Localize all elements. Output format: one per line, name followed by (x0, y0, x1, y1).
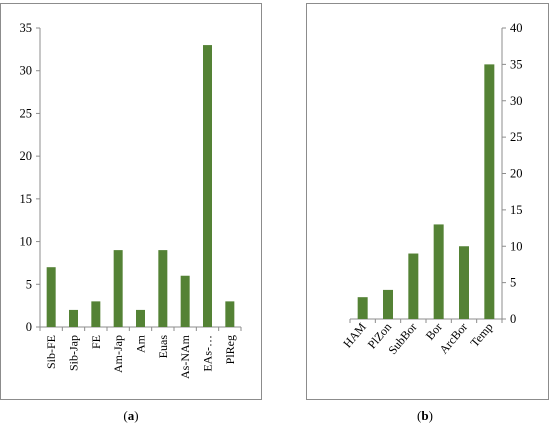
panel-a-bar-7 (203, 45, 212, 327)
panel-b-y-tick-label: 20 (510, 167, 523, 181)
panel-a-category-label-4: Am (134, 334, 148, 353)
panel-a-category-label-6: As-NAm (178, 334, 192, 379)
panel-b-bar-4 (459, 246, 469, 319)
panel-a-caption: (a) (123, 408, 138, 423)
panel-a-frame (0, 3, 262, 400)
panel-a: 0 5 10 15 20 25 30 35 Sib-FE Sib-Jap FE Am-Jap Am Eua… (0, 3, 262, 423)
panel-a-y-tick-label: 25 (20, 106, 33, 120)
panel-b-y-tick-label: 35 (510, 57, 523, 71)
panel-a-y-tick-label: 15 (20, 192, 33, 206)
panel-a-caption-letter: a (128, 408, 135, 423)
panel-b-bar-3 (433, 224, 444, 319)
panel-a-category-label-3: Am-Jap (111, 335, 125, 373)
panel-b-y-tick-label: 5 (510, 276, 516, 290)
panel-a-y-tick-label: 35 (20, 21, 33, 35)
panel-a-chart: 0 5 10 15 20 25 30 35 Sib-FE Sib-Jap FE Am-Jap Am Eua… (20, 21, 242, 379)
panel-a-category-label-5: Euas (156, 335, 170, 359)
panel-b-y-tick-label: 10 (510, 239, 523, 253)
panel-b-y-tick-label: 15 (510, 203, 523, 217)
panel-a-bar-6 (180, 275, 190, 327)
panel-a-bar-1 (69, 309, 78, 327)
panel-a-bar-4 (136, 309, 145, 327)
panel-a-bar-0 (46, 267, 56, 327)
panel-b-bar-1 (383, 289, 393, 319)
panel-a-y-tick-label: 30 (20, 64, 33, 78)
panel-a-bar-8 (225, 301, 235, 327)
panel-b-y-tick-label: 40 (510, 21, 523, 35)
panel-a-category-label-8: PlReg (223, 335, 237, 364)
panel-b-bar-2 (408, 253, 419, 319)
panel-a-y-tick-label: 5 (26, 277, 32, 291)
panel-a-y-tick-label: 10 (20, 235, 33, 249)
panel-b-y-tick-label: 0 (510, 312, 516, 326)
panel-a-bar-5 (158, 250, 168, 327)
panel-b-caption-letter: b (421, 408, 428, 423)
panel-b-bar-0 (357, 297, 368, 319)
panel-a-bar-3 (113, 250, 123, 327)
panel-b-y-tick-label: 25 (510, 130, 523, 144)
panel-a-category-label-7: EAs-… (201, 335, 215, 372)
panel-a-y-tick-label: 0 (26, 320, 32, 334)
panel-a-bar-2 (91, 301, 101, 327)
panel-b-y-tick-label: 30 (510, 94, 523, 108)
panel-b-caption: (b) (417, 408, 433, 423)
panel-a-category-label-2: FE (89, 335, 103, 349)
panel-a-category-label-1: Sib-Jap (67, 335, 81, 371)
panel-a-category-label-0: Sib-FE (44, 335, 58, 369)
panel-a-y-tick-label: 20 (20, 149, 33, 163)
panel-b-bar-5 (484, 64, 495, 319)
panel-b-frame (306, 3, 549, 400)
